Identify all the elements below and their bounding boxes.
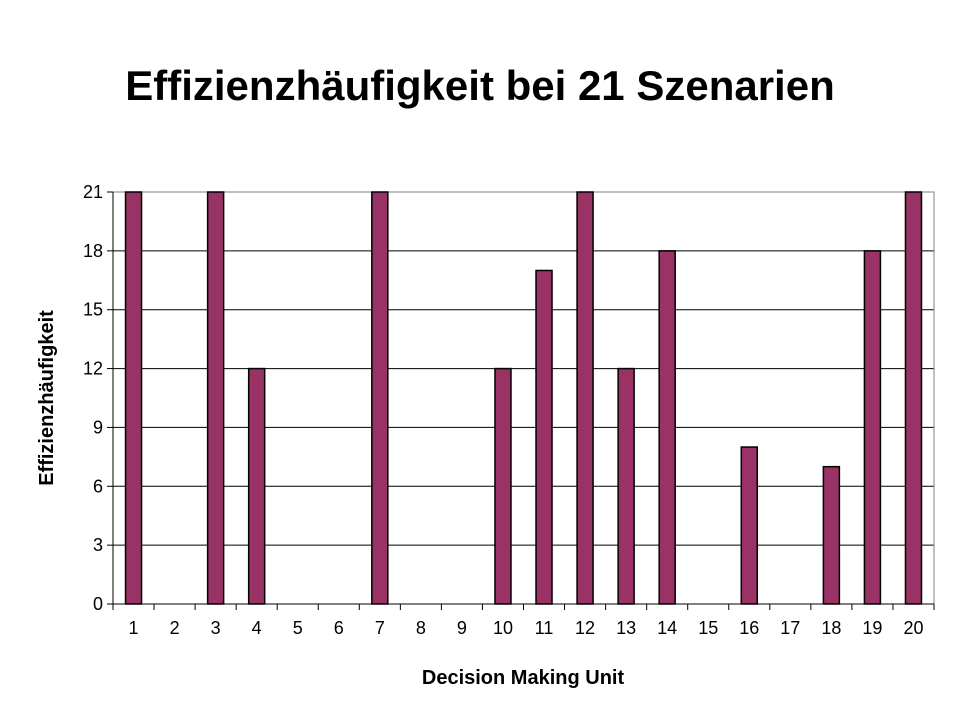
bar-dmu-20 — [904, 191, 923, 605]
y-tick-labels: 0 3 6 9 12 15 18 21 — [83, 182, 103, 614]
x-tick-label: 5 — [293, 618, 303, 638]
y-tick-label: 0 — [93, 594, 103, 614]
x-tick-label: 18 — [821, 618, 841, 638]
bar-dmu-3 — [206, 191, 225, 605]
x-tick-label: 11 — [535, 618, 554, 638]
bar-dmu-10 — [494, 367, 512, 605]
x-tick-label: 1 — [129, 618, 139, 638]
x-axis-label: Decision Making Unit — [422, 667, 625, 689]
x-tick-label: 6 — [334, 618, 344, 638]
x-tick-label: 19 — [862, 618, 882, 638]
y-tick-label: 12 — [83, 359, 103, 379]
bar-dmu-18 — [822, 465, 841, 605]
bars — [124, 191, 923, 605]
bar-dmu-13 — [617, 367, 635, 605]
x-tick-label: 15 — [698, 618, 718, 638]
x-tick-label: 16 — [739, 618, 759, 638]
bar-dmu-7 — [371, 191, 389, 605]
y-tick-label: 9 — [93, 417, 103, 437]
x-tick-label: 3 — [211, 618, 221, 638]
y-tick-label: 18 — [83, 241, 103, 261]
x-tick-label: 20 — [903, 618, 923, 638]
x-tick-label: 8 — [416, 618, 426, 638]
x-tick-label: 10 — [493, 618, 513, 638]
x-tick-label: 14 — [657, 618, 677, 638]
chart-title: Effizienzhäufigkeit bei 21 Szenarien — [125, 62, 835, 109]
bar-dmu-4 — [247, 367, 266, 605]
y-axis-label: Effizienzhäufigkeit — [36, 310, 58, 486]
x-tick-labels: 1 2 3 4 5 6 7 8 9 10 11 12 13 14 15 16 17 18 19 20 — [129, 618, 924, 638]
x-tick-label: 13 — [616, 618, 636, 638]
bar-dmu-11 — [535, 269, 553, 605]
y-tick-label: 15 — [83, 300, 103, 320]
plot-area-frame — [112, 191, 935, 605]
bar-dmu-1 — [124, 191, 143, 605]
gridlines — [113, 191, 934, 546]
bar-dmu-16 — [740, 446, 759, 605]
x-tick-label: 4 — [252, 618, 262, 638]
x-tick-label: 9 — [457, 618, 467, 638]
y-tick-label: 6 — [93, 476, 103, 496]
x-tick-label: 2 — [170, 618, 180, 638]
x-tick-label: 12 — [575, 618, 595, 638]
x-tick-label: 7 — [375, 618, 385, 638]
y-tick-label: 3 — [93, 535, 103, 555]
x-tick-label: 17 — [780, 618, 800, 638]
bar-dmu-12 — [576, 191, 594, 605]
bar-dmu-14 — [658, 250, 676, 605]
bar-dmu-19 — [863, 250, 882, 605]
y-tick-label: 21 — [83, 182, 103, 202]
axes — [107, 191, 935, 610]
